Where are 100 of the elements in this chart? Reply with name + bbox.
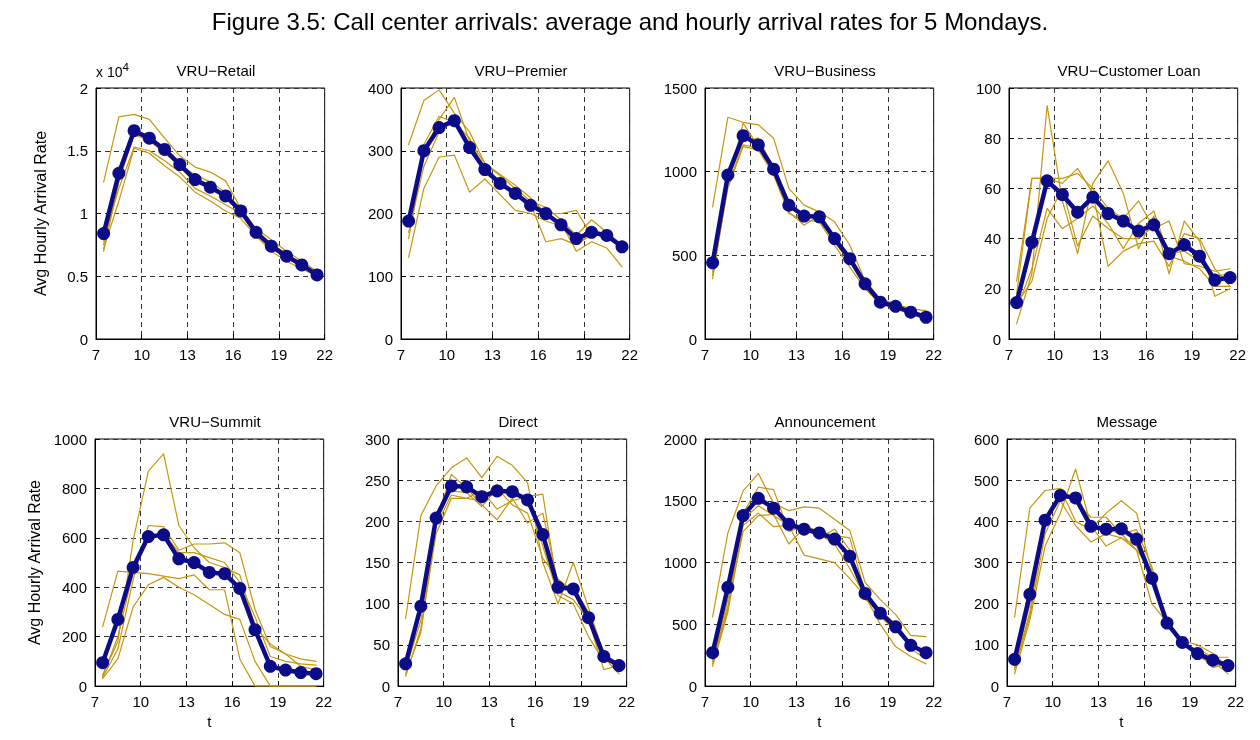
x-tick-label: 19 <box>1181 693 1199 711</box>
y-tick-label: 1000 <box>53 430 87 448</box>
x-tick-label: 22 <box>315 693 332 711</box>
x-tick-label: 7 <box>91 346 101 363</box>
y-tick-label: 250 <box>364 471 390 489</box>
y-tick-label: 0 <box>78 677 87 695</box>
y-tick-label: 1.5 <box>67 142 88 160</box>
chart-title: VRU−Summit <box>169 413 262 430</box>
x-tick-label: 16 <box>833 693 851 711</box>
y-tick-label: 500 <box>973 471 999 489</box>
x-tick-label: 19 <box>879 346 897 363</box>
y-tick-label: 400 <box>367 79 393 97</box>
x-tick-label: 19 <box>575 346 593 363</box>
y-tick-label: 0 <box>79 330 88 348</box>
y-tick-label: 400 <box>973 512 999 530</box>
y-tick-label: 150 <box>364 554 390 572</box>
y-tick-label: 100 <box>367 267 393 285</box>
y-tick-label: 0 <box>688 330 697 348</box>
x-tick-label: 16 <box>833 346 851 363</box>
x-axis-title: t <box>510 713 516 730</box>
y-tick-label: 100 <box>364 595 390 613</box>
x-tick-label: 7 <box>90 693 100 711</box>
x-tick-label: 7 <box>700 693 710 711</box>
x-tick-label: 22 <box>1227 693 1244 711</box>
x-tick-label: 13 <box>484 346 501 363</box>
y-tick-label: 100 <box>975 79 1001 97</box>
y-tick-label: 0 <box>384 330 393 348</box>
x-tick-label: 16 <box>1135 693 1153 711</box>
x-axis-title: t <box>1119 713 1125 730</box>
chart-title: VRU−Customer Loan <box>1057 62 1201 79</box>
chart-title: VRU−Premier <box>474 62 568 79</box>
y-tick-label: 1500 <box>663 79 697 97</box>
x-tick-label: 13 <box>1092 346 1109 363</box>
x-tick-label: 22 <box>316 346 333 363</box>
y-tick-label: 2000 <box>663 430 697 448</box>
x-tick-label: 22 <box>925 693 942 711</box>
y-tick-label: 200 <box>61 628 87 646</box>
y-tick-label: 0 <box>990 677 999 695</box>
x-tick-label: 16 <box>529 346 547 363</box>
y-tick-label: 600 <box>61 529 87 547</box>
text: x 10$^{4}$ <box>96 60 129 80</box>
y-tick-label: 60 <box>984 179 1001 197</box>
x-tick-label: 16 <box>1137 346 1155 363</box>
x-tick-label: 16 <box>224 346 242 363</box>
y-tick-label: 300 <box>367 142 393 160</box>
x-tick-label: 13 <box>1090 693 1107 711</box>
y-tick-label: 600 <box>973 430 999 448</box>
x-tick-label: 7 <box>700 346 710 363</box>
chart-title: VRU−Retail <box>176 62 256 79</box>
y-tick-label: 0 <box>992 330 1001 348</box>
x-tick-label: 10 <box>742 346 760 363</box>
y-axis-title: Avg Hourly Arrival Rate <box>31 130 49 297</box>
x-tick-label: 19 <box>269 693 287 711</box>
chart-title: Announcement <box>774 413 877 430</box>
y-tick-label: 1500 <box>663 492 697 510</box>
y-tick-label: 0 <box>688 677 697 695</box>
x-tick-label: 7 <box>1002 693 1012 711</box>
y-tick-label: 200 <box>364 512 390 530</box>
y-tick-label: 200 <box>973 595 999 613</box>
x-tick-label: 13 <box>179 346 196 363</box>
y-tick-label: 800 <box>61 479 87 497</box>
chart-title: Message <box>1096 413 1158 430</box>
y-tick-label: 50 <box>373 636 390 654</box>
x-tick-label: 19 <box>879 693 897 711</box>
chart-title: Direct <box>498 413 539 430</box>
y-tick-label: 300 <box>973 554 999 572</box>
y-axis-title: Avg Hourly Arrival Rate <box>26 479 44 646</box>
x-tick-label: 7 <box>1004 346 1014 363</box>
x-axis-title: t <box>207 713 213 730</box>
x-tick-label: 16 <box>223 693 241 711</box>
x-tick-label: 13 <box>788 346 805 363</box>
x-tick-label: 19 <box>1183 346 1201 363</box>
y-tick-label: 40 <box>984 230 1001 248</box>
x-tick-label: 13 <box>481 693 498 711</box>
x-tick-label: 13 <box>178 693 195 711</box>
y-tick-label: 400 <box>61 578 87 596</box>
x-tick-label: 10 <box>742 693 760 711</box>
y-tick-label: 500 <box>671 615 697 633</box>
y-tick-label: 80 <box>984 129 1001 147</box>
y-tick-label: 100 <box>973 636 999 654</box>
x-tick-label: 19 <box>270 346 288 363</box>
x-tick-label: 22 <box>1229 346 1246 363</box>
x-tick-label: 10 <box>133 346 151 363</box>
x-tick-label: 22 <box>621 346 638 363</box>
x-tick-label: 10 <box>132 693 150 711</box>
y-tick-label: 20 <box>984 280 1001 298</box>
y-tick-label: 300 <box>364 430 390 448</box>
x-axis-title: t <box>817 713 823 730</box>
x-tick-label: 22 <box>925 346 942 363</box>
y-tick-label: 1 <box>79 205 88 222</box>
x-tick-label: 7 <box>393 693 403 711</box>
x-tick-label: 16 <box>526 693 544 711</box>
x-tick-label: 19 <box>572 693 590 711</box>
y-tick-label: 200 <box>367 205 393 222</box>
x-tick-label: 10 <box>435 693 453 711</box>
y-tick-label: 0 <box>381 677 390 695</box>
y-tick-label: 1000 <box>663 163 697 181</box>
x-tick-label: 10 <box>1046 346 1064 363</box>
x-tick-label: 22 <box>618 693 635 711</box>
y-tick-label: 0.5 <box>67 267 88 285</box>
